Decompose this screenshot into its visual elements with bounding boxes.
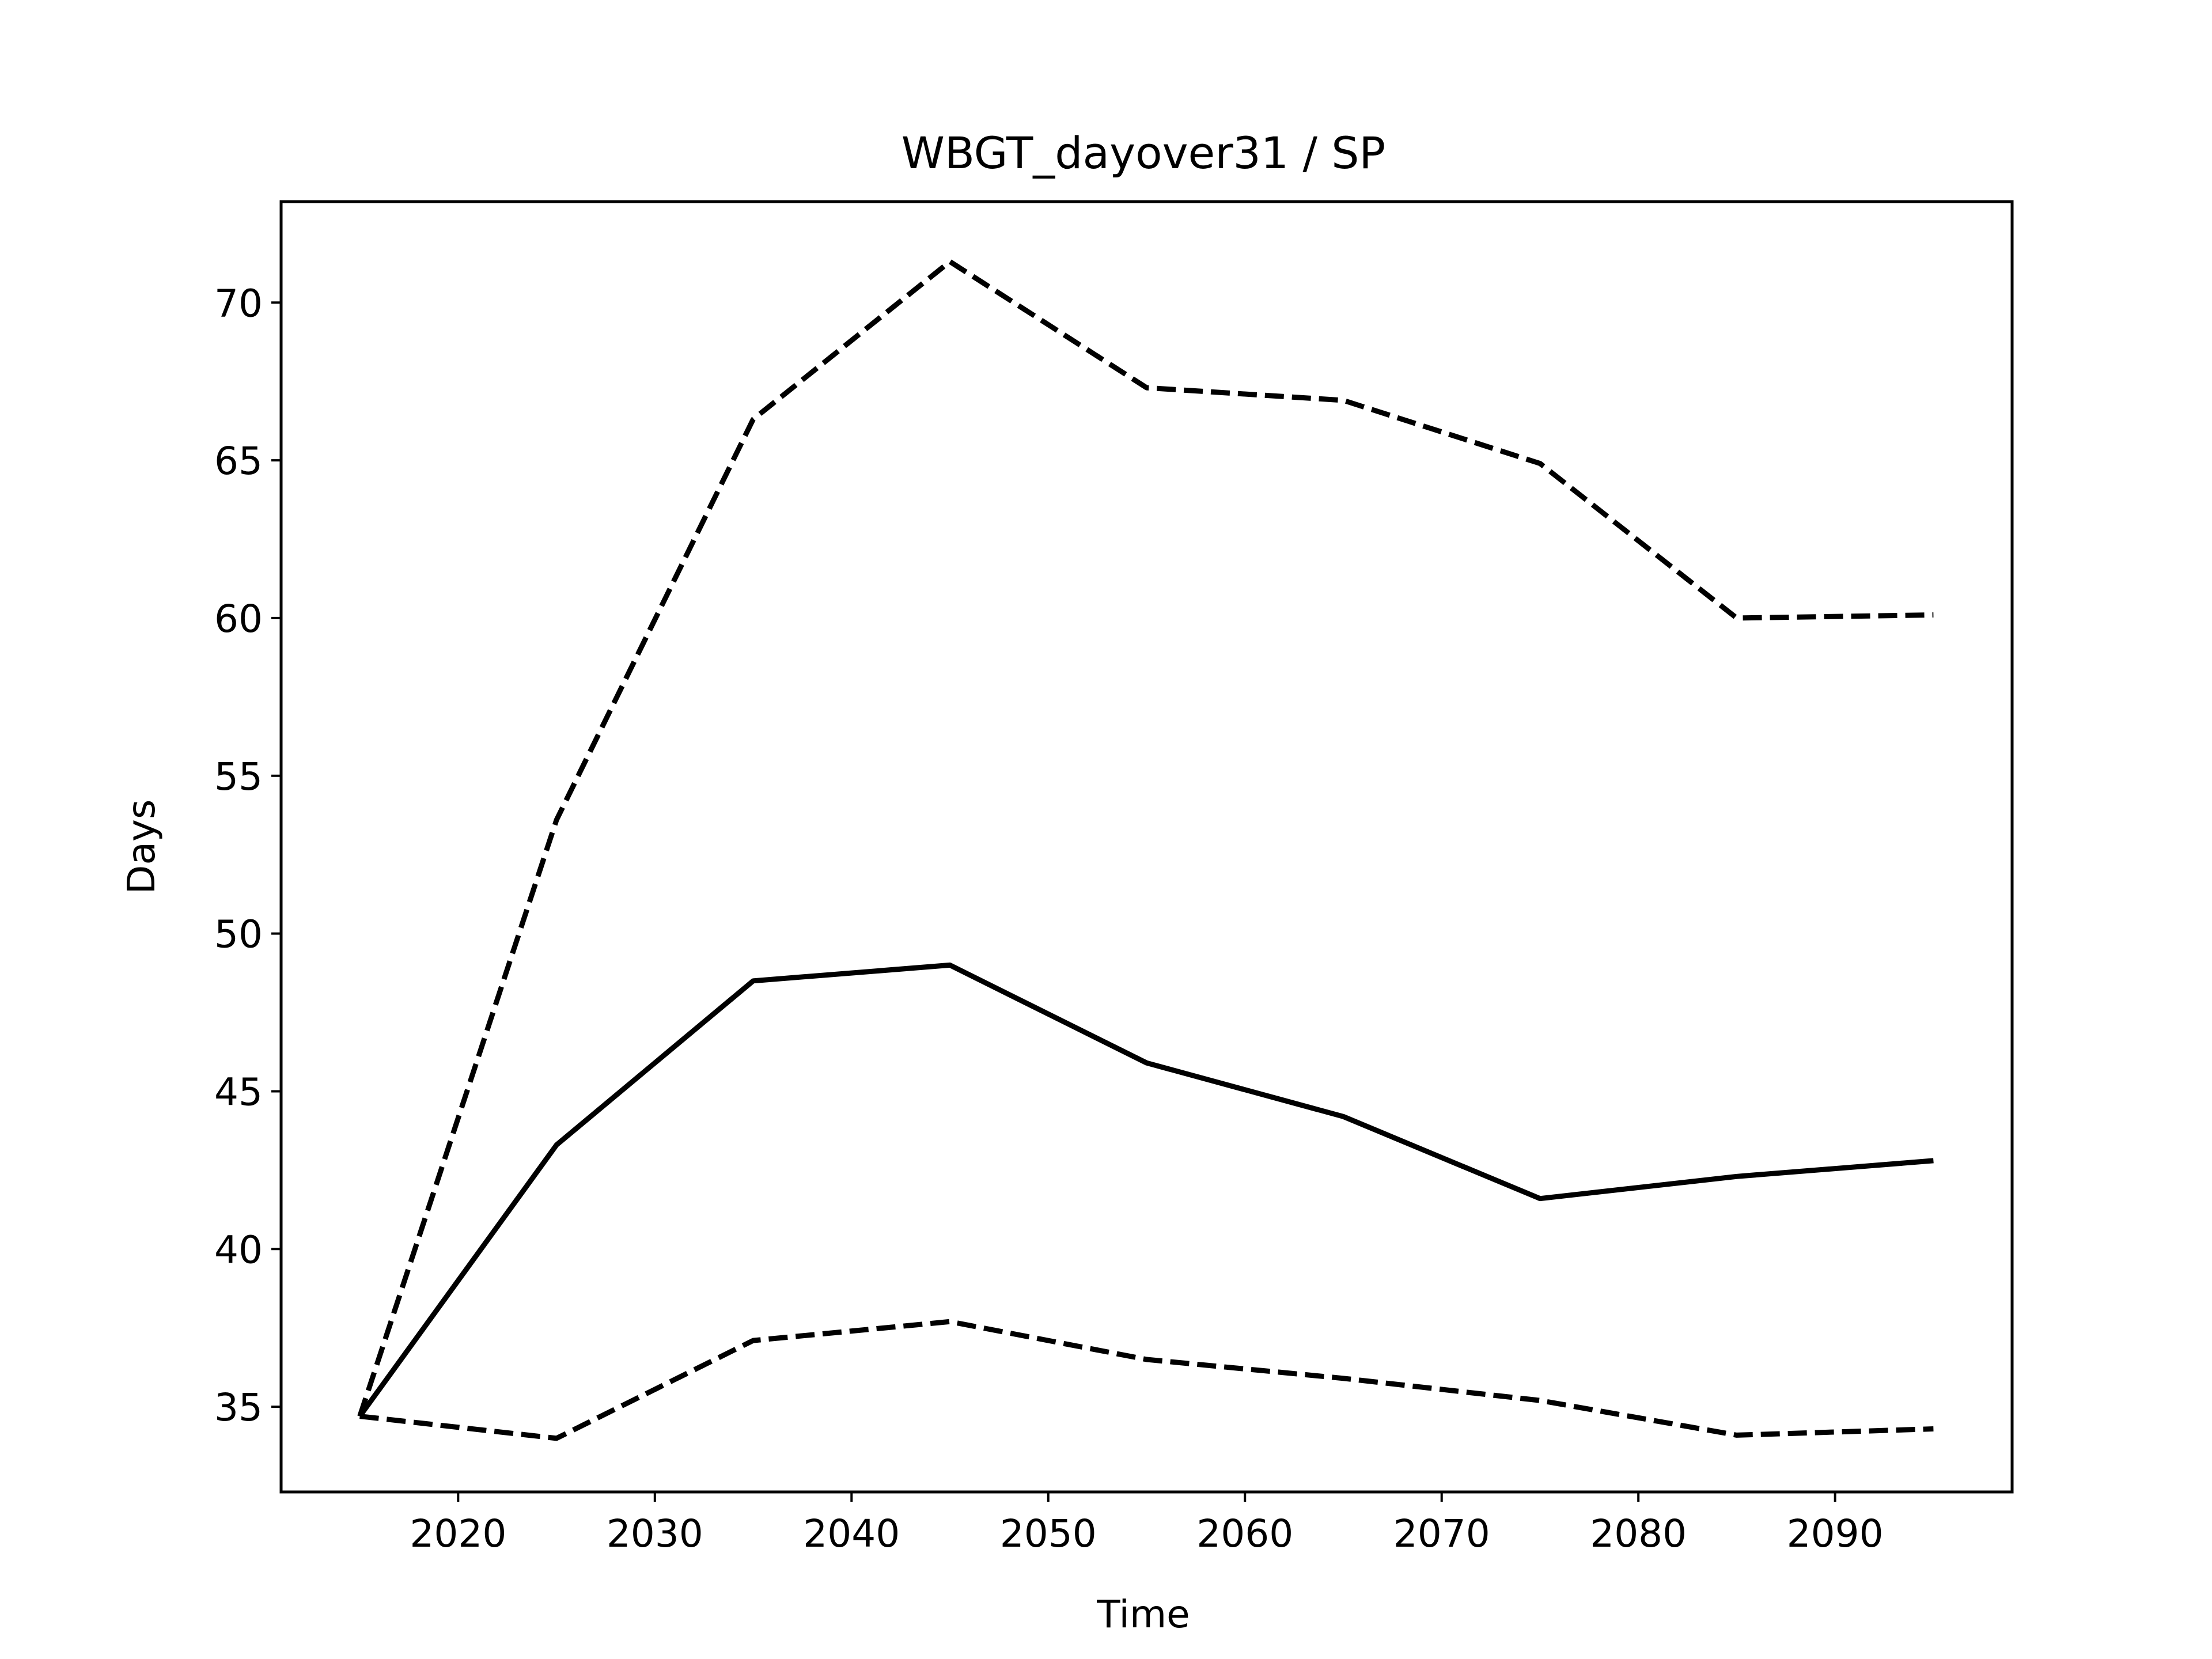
y-axis-label: Days (119, 800, 164, 895)
plot-lines (357, 259, 1934, 1441)
x-tick-label: 2050 (1000, 1512, 1097, 1556)
x-tick-label: 2030 (607, 1512, 703, 1556)
y-tick-label: 35 (214, 1385, 263, 1430)
plot-frame (279, 200, 2014, 1494)
series-line-2 (357, 259, 1934, 1418)
y-tick-label: 45 (214, 1070, 263, 1114)
x-tick-label: 2020 (410, 1512, 506, 1556)
y-tick-label: 40 (214, 1228, 263, 1272)
y-tick-label: 55 (214, 755, 263, 799)
y-tick-label: 70 (214, 281, 263, 325)
y-tick-label: 60 (214, 597, 263, 641)
y-tick-label: 65 (214, 439, 263, 483)
x-tick-label: 2040 (803, 1512, 900, 1556)
x-axis-label: Time (1096, 1592, 1190, 1637)
x-axis-ticks: 2020 2030 2040 2050 2060 2070 2080 2090 (410, 1492, 1884, 1556)
y-tick-label: 50 (214, 912, 263, 957)
chart-title: WBGT_dayover31 / SP (902, 127, 1386, 179)
x-tick-label: 2090 (1787, 1512, 1884, 1556)
y-axis-ticks: 35 40 45 50 55 60 65 70 (214, 281, 281, 1430)
series-line-1 (357, 962, 1934, 1418)
x-tick-label: 2060 (1196, 1512, 1293, 1556)
series-line-3 (359, 1319, 1934, 1441)
x-tick-label: 2080 (1590, 1512, 1687, 1556)
x-tick-label: 2070 (1393, 1512, 1490, 1556)
